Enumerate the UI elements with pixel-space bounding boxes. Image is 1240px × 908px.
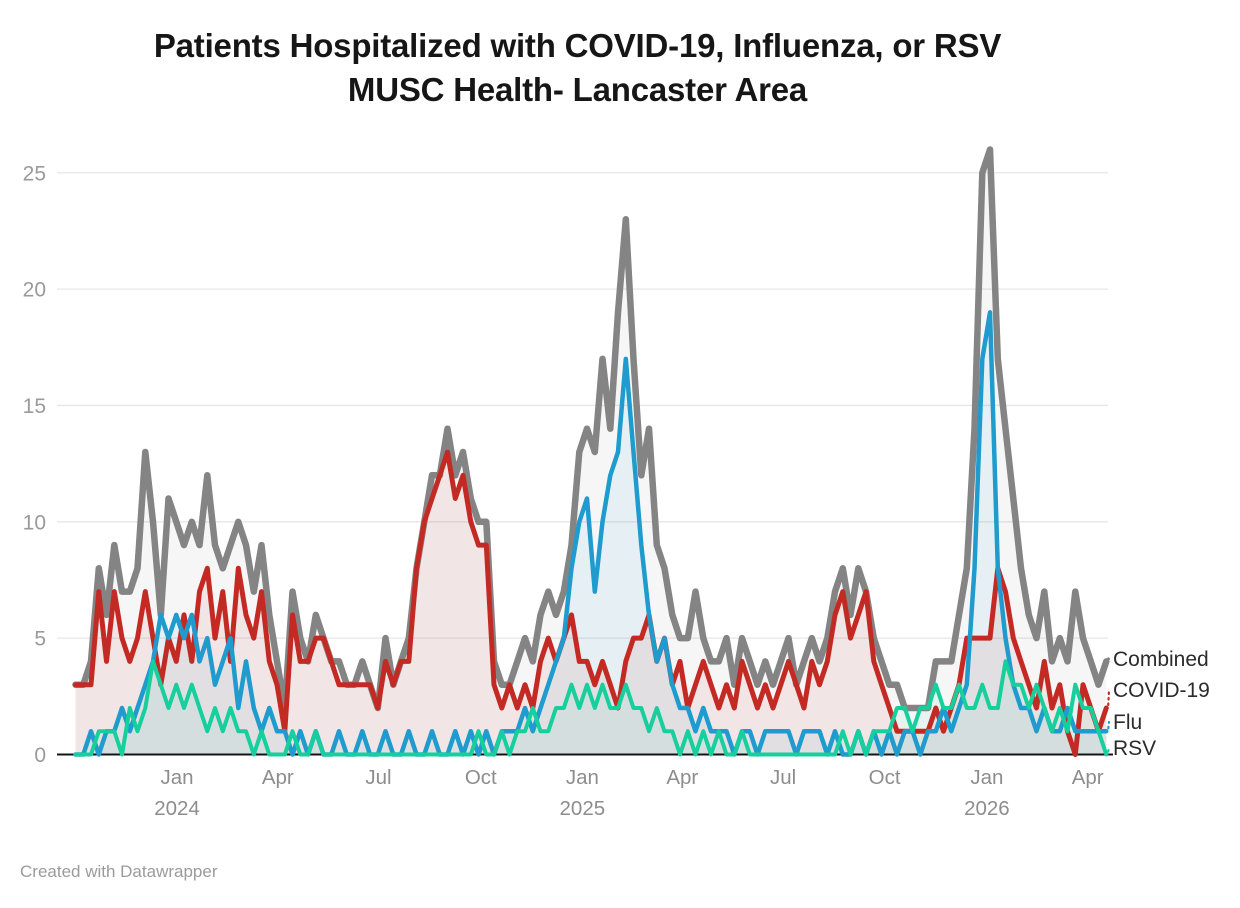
x-axis-tick-Apr: Apr: [1072, 766, 1104, 789]
x-axis-tick-Jan2026: Jan: [970, 766, 1003, 789]
x-axis-tick-Jul: Jul: [365, 766, 391, 789]
legend-label-combined: Combined: [1113, 648, 1209, 671]
x-axis-tick-Jan2025: Jan: [566, 766, 599, 789]
y-axis-tick-5: 5: [34, 628, 46, 651]
x-axis-tick-Jan2024: Jan: [160, 766, 193, 789]
y-axis-tick-15: 15: [23, 395, 46, 418]
x-axis-year-2025: 2025: [560, 797, 606, 820]
chart-title: Patients Hospitalized with COVID-19, Inf…: [33, 24, 1122, 112]
series-line-combined: [72, 146, 1110, 712]
legend-label-rsv: RSV: [1113, 737, 1156, 760]
y-axis-tick-0: 0: [34, 744, 46, 767]
x-axis-tick-Oct: Oct: [465, 766, 497, 789]
legend-label-flu: Flu: [1113, 711, 1142, 734]
chart-title-line1: Patients Hospitalized with COVID-19, Inf…: [153, 27, 1002, 64]
y-axis-tick-20: 20: [23, 279, 46, 302]
y-axis-tick-10: 10: [23, 511, 46, 534]
x-axis-tick-Jul: Jul: [770, 766, 796, 789]
x-axis-year-2024: 2024: [154, 797, 200, 820]
x-axis-tick-Apr: Apr: [666, 766, 698, 789]
series-area-covid-19: [75, 452, 1107, 755]
series-line-flu: [73, 310, 1109, 757]
series-area-combined: [75, 149, 1107, 755]
x-axis-tick-Oct: Oct: [869, 766, 901, 789]
legend-leader-rsv: [1107, 746, 1111, 753]
legend-leader-covid-19: [1107, 688, 1111, 707]
chart-title-line2: MUSC Health- Lancaster Area: [347, 71, 808, 108]
series-line-rsv: [73, 659, 1109, 757]
legend-label-covid-19: COVID-19: [1113, 679, 1210, 702]
legend-leader-flu: [1107, 720, 1111, 730]
series-area-rsv: [75, 661, 1107, 755]
datawrapper-credit: Created with Datawrapper: [20, 862, 218, 881]
legend-leader-combined: [1107, 657, 1111, 661]
y-axis-tick-25: 25: [23, 162, 46, 185]
series-line-covid-19: [73, 449, 1109, 757]
x-axis-year-2026: 2026: [964, 797, 1010, 820]
x-axis-tick-Apr: Apr: [262, 766, 294, 789]
